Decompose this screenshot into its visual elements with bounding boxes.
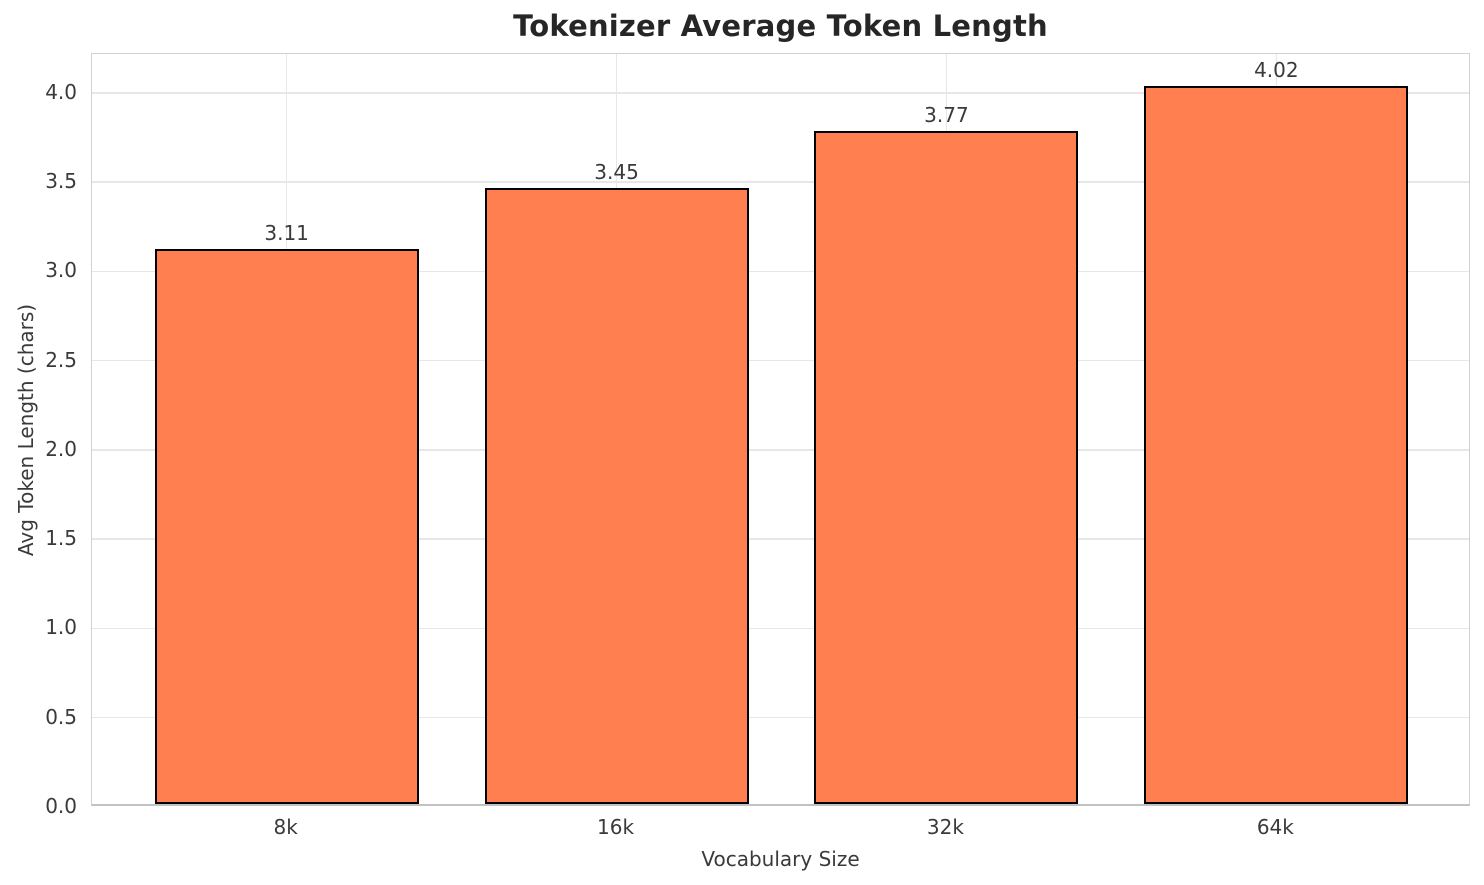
- bar-value-label: 3.11: [264, 220, 309, 245]
- x-tick-label: 16k: [597, 815, 635, 839]
- y-tick-label: 0.5: [45, 704, 77, 729]
- x-tick-label: 32k: [926, 815, 964, 839]
- y-tick-label: 2.0: [45, 436, 77, 461]
- bar-value-label: 4.02: [1254, 58, 1299, 83]
- plot-area: 3.11 3.45 3.77 4.02: [91, 53, 1470, 806]
- gridline-horizontal: [92, 270, 1469, 273]
- bar: [154, 248, 419, 804]
- bar-value-label: 3.77: [924, 102, 969, 127]
- y-tick-label: 4.0: [45, 79, 77, 104]
- x-axis-label: Vocabulary Size: [701, 847, 860, 871]
- gridline-horizontal: [92, 716, 1469, 719]
- bar: [814, 130, 1079, 804]
- gridline-horizontal: [92, 538, 1469, 540]
- y-tick-label: 1.5: [45, 526, 77, 551]
- gridline-horizontal: [92, 449, 1469, 451]
- bar-value-label: 3.45: [594, 160, 639, 185]
- y-axis-label: Avg Token Length (chars): [14, 303, 38, 557]
- y-tick-label: 3.5: [45, 169, 77, 194]
- chart-title: Tokenizer Average Token Length: [513, 9, 1048, 43]
- y-tick-label: 3.0: [45, 258, 77, 283]
- gridline-horizontal: [92, 627, 1469, 630]
- y-tick-label: 1.0: [45, 615, 77, 640]
- y-tick-label: 2.5: [45, 347, 77, 372]
- gridline-horizontal: [92, 92, 1469, 94]
- gridline-horizontal: [92, 359, 1469, 362]
- y-tick-label: 0.0: [45, 794, 77, 818]
- x-tick-label: 64k: [1256, 815, 1294, 839]
- gridline-horizontal: [92, 181, 1469, 183]
- bar: [1144, 86, 1409, 804]
- x-tick-label: 8k: [273, 815, 298, 839]
- bar: [484, 188, 749, 804]
